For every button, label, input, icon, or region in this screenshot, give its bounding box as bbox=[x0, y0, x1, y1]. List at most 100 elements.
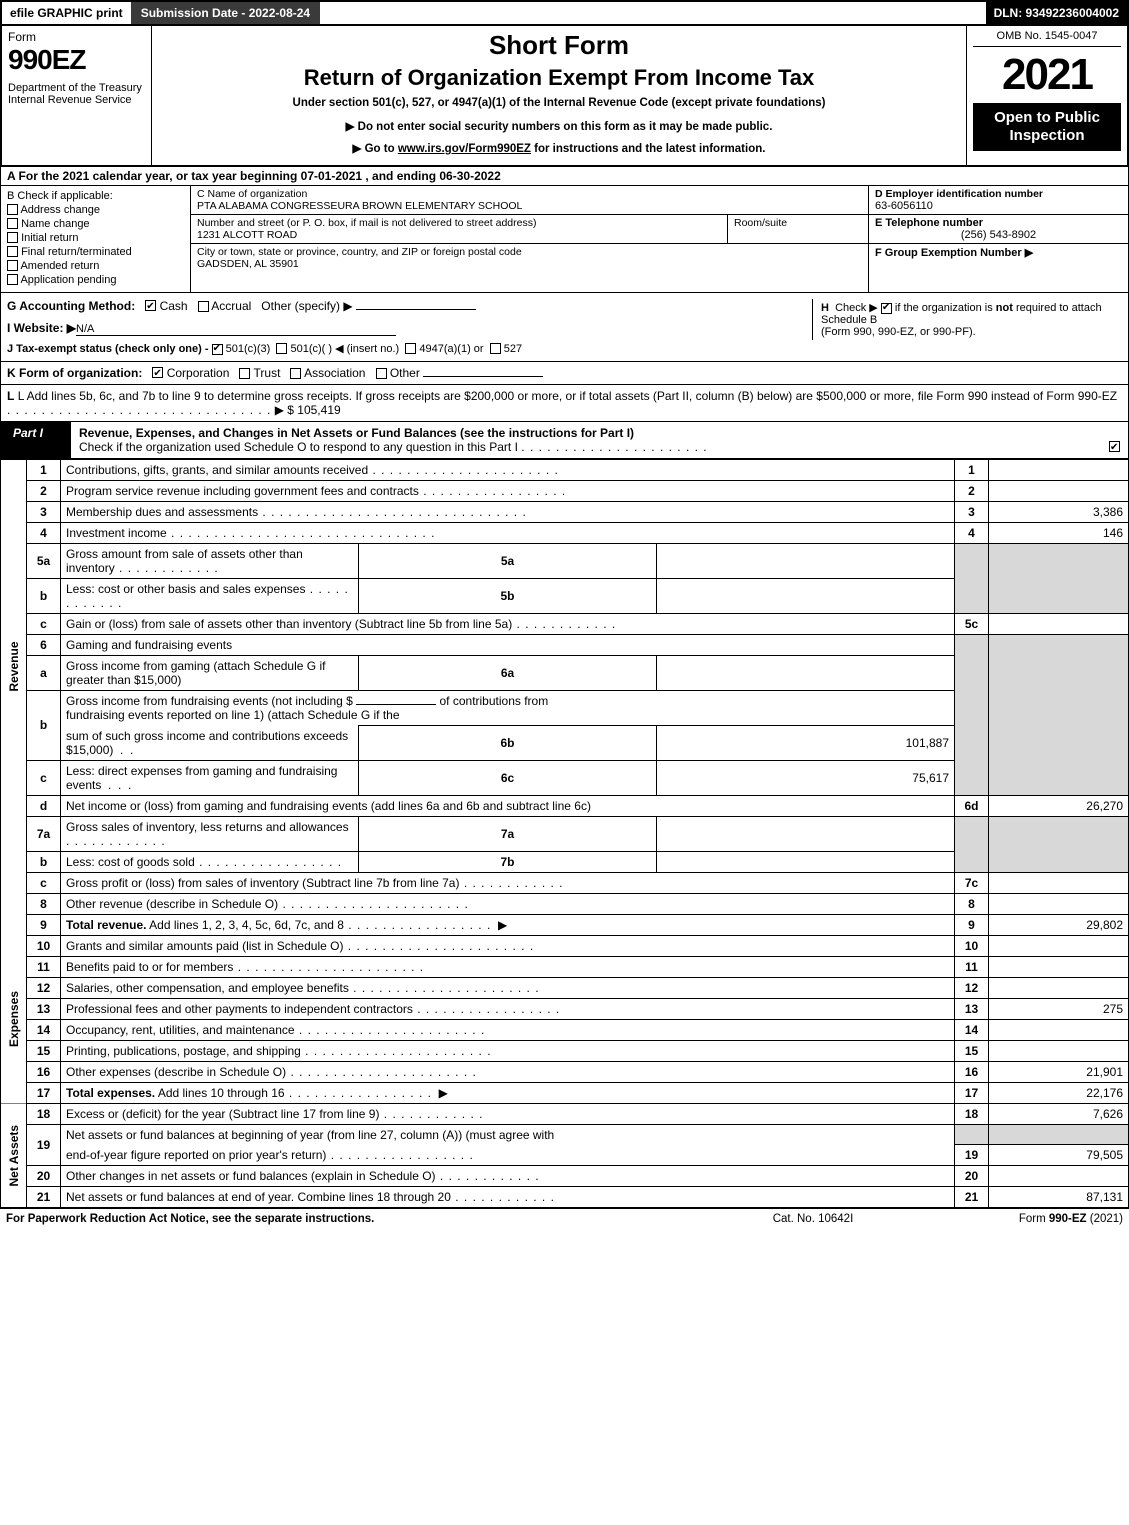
j-4947-cb[interactable] bbox=[405, 343, 416, 354]
l19-text2: end-of-year figure reported on prior yea… bbox=[66, 1148, 326, 1162]
line-6: 6 Gaming and fundraising events bbox=[1, 635, 1129, 656]
line-9: 9 Total revenue. Add lines 1, 2, 3, 4, 5… bbox=[1, 914, 1129, 935]
l6-desc: Gaming and fundraising events bbox=[61, 635, 955, 656]
l1-text: Contributions, gifts, grants, and simila… bbox=[66, 463, 368, 477]
cb-amended-return[interactable]: Amended return bbox=[7, 260, 184, 272]
cb-initial-return-label: Initial return bbox=[21, 232, 78, 244]
l6b-desc2: sum of such gross income and contributio… bbox=[61, 726, 359, 761]
b-title: B Check if applicable: bbox=[7, 190, 184, 202]
h-checkbox[interactable] bbox=[881, 303, 892, 314]
k-corp-cb[interactable] bbox=[152, 367, 163, 378]
l4-rn: 4 bbox=[955, 523, 989, 544]
irs-link[interactable]: www.irs.gov/Form990EZ bbox=[398, 143, 531, 155]
l13-rv: 275 bbox=[989, 998, 1129, 1019]
c-addr-label: Number and street (or P. O. box, if mail… bbox=[197, 217, 721, 229]
i-label: I Website: ▶ bbox=[7, 321, 76, 335]
l21-rn: 21 bbox=[955, 1187, 989, 1208]
part-i-tag: Part I bbox=[1, 422, 71, 458]
c-column: C Name of organization PTA ALABAMA CONGR… bbox=[191, 186, 868, 292]
l7a-n: 7a bbox=[27, 816, 61, 851]
l4-text: Investment income bbox=[66, 526, 167, 540]
l15-n: 15 bbox=[27, 1040, 61, 1061]
l7c-desc: Gross profit or (loss) from sales of inv… bbox=[61, 872, 955, 893]
def-column: D Employer identification number 63-6056… bbox=[868, 186, 1128, 292]
l9-dots bbox=[344, 918, 491, 932]
l19-n: 19 bbox=[27, 1124, 61, 1166]
l6a-desc: Gross income from gaming (attach Schedul… bbox=[61, 656, 359, 691]
l20-rn: 20 bbox=[955, 1166, 989, 1187]
l1-dots bbox=[368, 463, 559, 477]
expenses-vlabel: Expenses bbox=[1, 935, 27, 1103]
form-header: Form 990EZ Department of the Treasury In… bbox=[0, 26, 1129, 167]
cb-initial-return[interactable]: Initial return bbox=[7, 232, 184, 244]
cb-address-change[interactable]: Address change bbox=[7, 204, 184, 216]
l10-rn: 10 bbox=[955, 935, 989, 956]
line-3: 3 Membership dues and assessments 3 3,38… bbox=[1, 502, 1129, 523]
line-7a: 7a Gross sales of inventory, less return… bbox=[1, 816, 1129, 851]
l3-n: 3 bbox=[27, 502, 61, 523]
l12-n: 12 bbox=[27, 977, 61, 998]
l16-dots bbox=[286, 1065, 477, 1079]
l5c-n: c bbox=[27, 614, 61, 635]
l10-n: 10 bbox=[27, 935, 61, 956]
g-cash: Cash bbox=[160, 299, 188, 313]
l8-rn: 8 bbox=[955, 893, 989, 914]
l6d-n: d bbox=[27, 795, 61, 816]
footer-right-suffix: (2021) bbox=[1087, 1213, 1123, 1225]
l2-desc: Program service revenue including govern… bbox=[61, 481, 955, 502]
line-8: 8 Other revenue (describe in Schedule O)… bbox=[1, 893, 1129, 914]
j-501c-cb[interactable] bbox=[276, 343, 287, 354]
j-opt2: 501(c)( ) ◀ (insert no.) bbox=[290, 343, 399, 355]
l1-rn: 1 bbox=[955, 460, 989, 481]
revenue-vlabel: Revenue bbox=[1, 460, 27, 873]
l13-n: 13 bbox=[27, 998, 61, 1019]
l9-desc: Total revenue. Add lines 1, 2, 3, 4, 5c,… bbox=[61, 914, 955, 935]
l20-n: 20 bbox=[27, 1166, 61, 1187]
l11-desc: Benefits paid to or for members bbox=[61, 956, 955, 977]
l3-text: Membership dues and assessments bbox=[66, 505, 258, 519]
c-name-block: C Name of organization PTA ALABAMA CONGR… bbox=[191, 186, 868, 215]
goto-prefix: ▶ Go to bbox=[353, 143, 398, 155]
l6b-sub: 6b bbox=[359, 726, 657, 761]
l5b-text: Less: cost or other basis and sales expe… bbox=[66, 582, 305, 596]
tax-year: 2021 bbox=[973, 53, 1121, 97]
l5a-n: 5a bbox=[27, 544, 61, 579]
l6c-desc: Less: direct expenses from gaming and fu… bbox=[61, 760, 359, 795]
l6d-rv: 26,270 bbox=[989, 795, 1129, 816]
ghij-block: H Check ▶ if the organization is not req… bbox=[0, 293, 1129, 362]
l5c-rv bbox=[989, 614, 1129, 635]
cb-address-change-label: Address change bbox=[20, 204, 100, 216]
l5b-subv bbox=[657, 579, 955, 614]
return-title: Return of Organization Exempt From Incom… bbox=[158, 65, 960, 91]
k-assoc-cb[interactable] bbox=[290, 368, 301, 379]
c-addr-block: Number and street (or P. O. box, if mail… bbox=[191, 215, 728, 243]
l4-desc: Investment income bbox=[61, 523, 955, 544]
j-527-cb[interactable] bbox=[490, 343, 501, 354]
j-501c3-cb[interactable] bbox=[212, 344, 223, 355]
l7a-dots bbox=[66, 834, 166, 848]
part-i-schedule-o-cb[interactable] bbox=[1109, 441, 1120, 452]
cb-name-change[interactable]: Name change bbox=[7, 218, 184, 230]
under-section: Under section 501(c), 527, or 4947(a)(1)… bbox=[158, 97, 960, 109]
g-accrual-cb[interactable] bbox=[198, 301, 209, 312]
line-6d: d Net income or (loss) from gaming and f… bbox=[1, 795, 1129, 816]
open-to-public: Open to Public Inspection bbox=[973, 103, 1121, 151]
g-other-line bbox=[356, 309, 476, 310]
e-label: E Telephone number bbox=[875, 217, 1122, 229]
cb-application-pending[interactable]: Application pending bbox=[7, 274, 184, 286]
g-cash-cb[interactable] bbox=[145, 300, 156, 311]
k-other-cb[interactable] bbox=[376, 368, 387, 379]
l14-desc: Occupancy, rent, utilities, and maintena… bbox=[61, 1019, 955, 1040]
l15-dots bbox=[301, 1044, 492, 1058]
k-trust-cb[interactable] bbox=[239, 368, 250, 379]
l7ab-rn-shade bbox=[955, 816, 989, 872]
l5ab-rn-shade bbox=[955, 544, 989, 614]
l3-rn: 3 bbox=[955, 502, 989, 523]
line-11: 11 Benefits paid to or for members 11 bbox=[1, 956, 1129, 977]
l19-desc1: Net assets or fund balances at beginning… bbox=[61, 1124, 955, 1145]
l7b-sub: 7b bbox=[359, 851, 657, 872]
short-form-title: Short Form bbox=[158, 30, 960, 61]
l5a-subv bbox=[657, 544, 955, 579]
line-5a: 5a Gross amount from sale of assets othe… bbox=[1, 544, 1129, 579]
cb-final-return[interactable]: Final return/terminated bbox=[7, 246, 184, 258]
